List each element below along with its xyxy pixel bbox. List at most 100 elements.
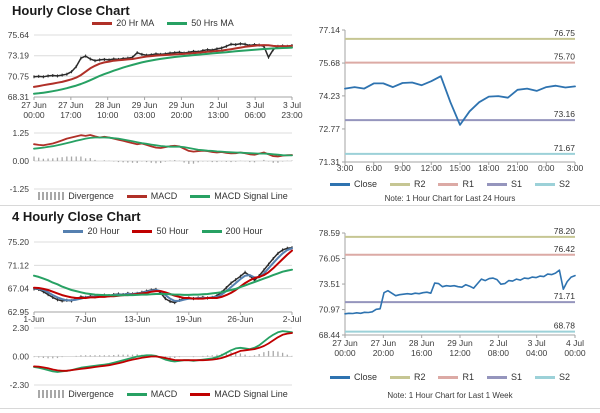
legend-line-swatch — [92, 21, 113, 25]
weekly-pivot-note: Note: 1 Hour Chart for Last 1 Week — [387, 391, 513, 400]
legend-item: R1 — [438, 372, 474, 382]
svg-text:26-Jun: 26-Jun — [227, 314, 253, 324]
svg-text:3 Jul: 3 Jul — [528, 338, 546, 348]
svg-text:-2.30: -2.30 — [10, 380, 30, 390]
legend-label: S2 — [559, 179, 571, 189]
legend-item: S1 — [487, 372, 522, 382]
svg-text:75.68: 75.68 — [319, 58, 341, 68]
legend-line-swatch — [126, 194, 147, 198]
legend-item: Divergence — [38, 191, 114, 201]
hourly-ma-legend: 20 Hr MA 50 Hrs MA — [34, 18, 292, 28]
legend-label: 50 Hour — [156, 226, 189, 236]
hourly-macd-legend: Divergence MACD MACD Signal Line — [34, 191, 292, 201]
four-hourly-close-chart-title: 4 Hourly Close Chart — [12, 209, 141, 224]
svg-text:70.75: 70.75 — [8, 71, 30, 81]
svg-text:6:00: 6:00 — [365, 163, 382, 173]
svg-text:27 Jun: 27 Jun — [21, 100, 47, 110]
legend-label: MACD Signal Line — [214, 389, 288, 399]
legend-label: Close — [353, 179, 377, 189]
four-hourly-ma-legend: 20 Hour 50 Hour 200 Hour — [34, 226, 292, 236]
weekly-pivot-legend: Close R2 R1 S1 S2 — [310, 372, 590, 382]
svg-text:29 Jun: 29 Jun — [169, 100, 195, 110]
legend-label: R2 — [413, 179, 426, 189]
svg-text:1.25: 1.25 — [12, 128, 29, 138]
legend-item: 20 Hr MA — [92, 18, 154, 28]
legend-line-swatch — [329, 375, 350, 379]
legend-label: Divergence — [68, 389, 114, 399]
legend-line-swatch — [132, 229, 153, 233]
legend-line-swatch — [487, 375, 507, 379]
svg-text:27 Jun: 27 Jun — [58, 100, 84, 110]
legend-line-swatch — [63, 229, 84, 233]
legend-line-swatch — [190, 392, 211, 396]
svg-text:0.00: 0.00 — [12, 156, 29, 166]
svg-text:12:00: 12:00 — [421, 163, 443, 173]
svg-text:3 Jul: 3 Jul — [283, 100, 301, 110]
legend-label: S1 — [511, 179, 523, 189]
svg-text:00:00: 00:00 — [564, 348, 586, 358]
legend-item: R2 — [389, 372, 425, 382]
legend-item: 50 Hrs MA — [167, 18, 234, 28]
svg-text:73.16: 73.16 — [554, 109, 576, 119]
svg-text:08:00: 08:00 — [488, 348, 510, 358]
hourly-close-chart-title: Hourly Close Chart — [12, 3, 130, 18]
svg-text:7-Jun: 7-Jun — [75, 314, 97, 324]
svg-text:78.20: 78.20 — [554, 226, 576, 236]
svg-text:28 Jun: 28 Jun — [95, 100, 121, 110]
svg-text:73.51: 73.51 — [319, 279, 341, 289]
hourly-macd-chart: 1.25 0.00 -1.25 — [10, 128, 293, 194]
svg-text:16:00: 16:00 — [411, 348, 433, 358]
svg-text:68.78: 68.78 — [554, 321, 576, 331]
svg-text:2 Jul: 2 Jul — [489, 338, 507, 348]
legend-item: MACD — [126, 389, 178, 399]
svg-text:29 Jun: 29 Jun — [132, 100, 158, 110]
svg-text:3 Jul: 3 Jul — [246, 100, 264, 110]
svg-text:77.14: 77.14 — [319, 25, 341, 35]
svg-text:00:00: 00:00 — [334, 348, 356, 358]
legend-item: Close — [329, 372, 377, 382]
legend-line-swatch — [389, 375, 410, 379]
svg-text:71.71: 71.71 — [554, 291, 576, 301]
svg-text:20:00: 20:00 — [171, 110, 193, 120]
legend-label: Close — [353, 372, 377, 382]
svg-text:27 Jun: 27 Jun — [371, 338, 397, 348]
svg-text:-1.25: -1.25 — [10, 184, 30, 194]
legend-line-swatch — [167, 21, 188, 25]
svg-text:28 Jun: 28 Jun — [409, 338, 435, 348]
svg-text:29 Jun: 29 Jun — [447, 338, 473, 348]
svg-text:06:00: 06:00 — [245, 110, 267, 120]
svg-text:71.12: 71.12 — [8, 260, 30, 270]
legend-label: 20 Hr MA — [116, 18, 155, 28]
svg-text:73.19: 73.19 — [8, 51, 30, 61]
svg-text:27 Jun: 27 Jun — [332, 338, 358, 348]
svg-text:78.59: 78.59 — [319, 228, 341, 238]
svg-text:10:00: 10:00 — [97, 110, 119, 120]
svg-text:15:00: 15:00 — [449, 163, 471, 173]
svg-text:2-Jul: 2-Jul — [283, 314, 302, 324]
svg-text:70.97: 70.97 — [319, 305, 341, 315]
svg-text:68.44: 68.44 — [319, 330, 341, 340]
legend-item: 50 Hour — [132, 226, 189, 236]
svg-text:2 Jul: 2 Jul — [209, 100, 227, 110]
legend-item: 200 Hour — [201, 226, 263, 236]
legend-item: R1 — [438, 179, 474, 189]
legend-line-swatch — [190, 194, 211, 198]
svg-text:18:00: 18:00 — [478, 163, 500, 173]
legend-label: MACD — [150, 191, 178, 201]
svg-text:17:00: 17:00 — [60, 110, 82, 120]
legend-line-swatch — [535, 182, 556, 186]
svg-text:71.67: 71.67 — [554, 143, 576, 153]
legend-item: S2 — [535, 179, 570, 189]
legend-item: S1 — [487, 179, 522, 189]
svg-text:71.31: 71.31 — [319, 157, 341, 167]
legend-item: R2 — [389, 179, 426, 189]
legend-label: Divergence — [68, 191, 114, 201]
four-hourly-macd-legend: Divergence MACD MACD Signal Line — [34, 389, 292, 399]
legend-item: Divergence — [38, 389, 114, 399]
legend-label: 20 Hour — [87, 226, 120, 236]
svg-text:75.64: 75.64 — [8, 30, 30, 40]
legend-line-swatch — [126, 392, 147, 396]
legend-label: MACD — [150, 389, 178, 399]
